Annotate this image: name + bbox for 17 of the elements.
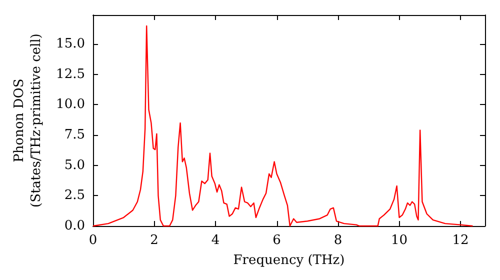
line-series — [92, 25, 474, 227]
x-tick-label: 4 — [211, 233, 220, 248]
y-tick-label: 7.5 — [64, 128, 85, 143]
x-tick-label: 8 — [334, 233, 342, 248]
y-tick-label: 0.0 — [64, 218, 85, 234]
x-tick-label: 2 — [150, 233, 158, 248]
x-axis-title: Frequency (THz) — [233, 252, 345, 268]
x-tick-label: 10 — [390, 233, 408, 248]
y-tick-label: 5.0 — [64, 158, 85, 173]
y-tick-label: 2.5 — [64, 188, 85, 204]
y-tick-label: 10.0 — [56, 97, 85, 112]
x-tick-label: 0 — [88, 233, 98, 248]
x-tick-label: 12 — [452, 233, 469, 248]
x-tick-label: 6 — [272, 233, 281, 248]
y-tick-label: 15.0 — [56, 36, 85, 52]
y-axis-title: Phonon DOS (States/THz·primitive cell) — [12, 33, 44, 208]
y-tick-label: 12.5 — [56, 66, 85, 82]
